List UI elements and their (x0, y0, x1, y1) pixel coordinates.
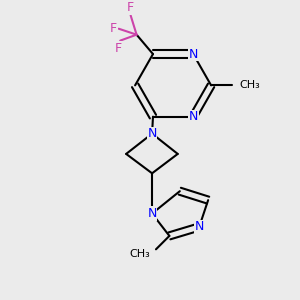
Text: N: N (188, 48, 198, 61)
Text: N: N (188, 110, 198, 123)
Text: F: F (115, 42, 122, 55)
Text: N: N (147, 207, 157, 220)
Text: CH₃: CH₃ (239, 80, 260, 90)
Text: F: F (127, 1, 134, 14)
Text: CH₃: CH₃ (129, 249, 150, 259)
Text: N: N (194, 220, 204, 233)
Text: F: F (110, 22, 117, 35)
Text: N: N (147, 127, 157, 140)
